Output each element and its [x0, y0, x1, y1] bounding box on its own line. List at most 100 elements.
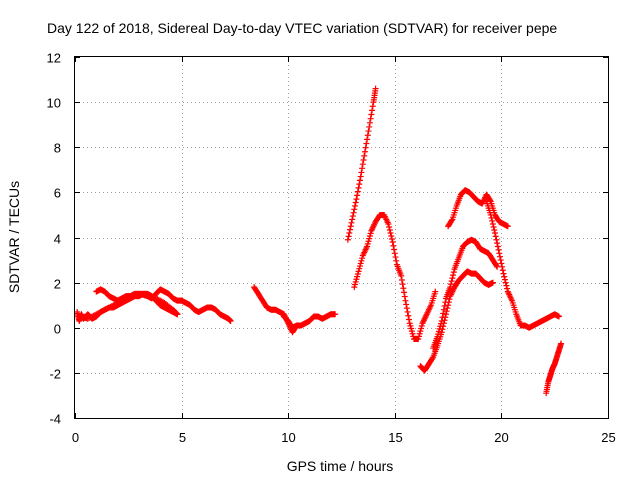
data-point-marker: [364, 243, 371, 250]
data-point-marker: [555, 313, 562, 320]
y-tick-label: 2: [54, 277, 61, 292]
data-point-marker: [500, 270, 507, 277]
data-point-marker: [353, 276, 360, 283]
data-point-marker: [356, 263, 363, 270]
x-tick-label: 15: [388, 430, 402, 445]
data-point-marker: [352, 199, 359, 206]
data-point-marker: [357, 173, 364, 180]
data-point-marker: [390, 242, 397, 249]
data-point-marker: [492, 229, 499, 236]
data-point-marker: [354, 273, 361, 280]
data-point-marker: [386, 223, 393, 230]
data-point-marker: [439, 314, 446, 321]
data-point-marker: [440, 310, 447, 317]
data-point-marker: [366, 232, 373, 239]
data-point-marker: [493, 236, 500, 243]
data-point-marker: [293, 322, 300, 329]
chart-title: Day 122 of 2018, Sidereal Day-to-day VTE…: [47, 20, 557, 36]
data-point-marker: [407, 322, 414, 329]
data-point-marker: [358, 257, 365, 264]
y-axis-label: SDTVAR / TECUs: [6, 181, 22, 293]
data-point-marker: [359, 161, 366, 168]
data-point-marker: [346, 229, 353, 236]
data-point-marker: [406, 316, 413, 323]
data-point-marker: [353, 196, 360, 203]
data-point-marker: [436, 325, 443, 332]
data-point-marker: [332, 311, 339, 318]
data-point-marker: [401, 289, 408, 296]
data-point-marker: [350, 209, 357, 216]
data-point-marker: [435, 331, 442, 338]
data-point-marker: [448, 217, 455, 224]
data-point-marker: [349, 213, 356, 220]
data-point-marker: [441, 317, 448, 324]
data-point-marker: [359, 255, 366, 262]
data-point-marker: [360, 157, 367, 164]
data-point-marker: [363, 140, 370, 147]
data-point-marker: [358, 169, 365, 176]
data-point-marker: [418, 322, 425, 329]
data-point-marker: [496, 253, 503, 260]
data-point-marker: [503, 282, 510, 289]
data-point-marker: [501, 273, 508, 280]
y-tick-label: 4: [54, 232, 61, 247]
data-point-marker: [357, 260, 364, 267]
data-point-marker: [417, 328, 424, 335]
data-point-marker: [391, 246, 398, 253]
data-point-marker: [442, 299, 449, 306]
data-point-marker: [418, 325, 425, 332]
x-tick-label: 25: [601, 430, 615, 445]
data-point-marker: [450, 272, 457, 279]
data-point-marker: [409, 330, 416, 337]
data-point-marker: [369, 107, 376, 114]
data-point-marker: [504, 285, 511, 292]
data-point-marker: [388, 236, 395, 243]
data-point-marker: [408, 325, 415, 332]
y-tick-label: 12: [47, 51, 61, 66]
data-point-marker: [356, 265, 363, 272]
data-point-marker: [173, 310, 180, 317]
data-point-marker: [504, 223, 511, 230]
data-point-marker: [492, 233, 499, 240]
y-tick-label: 10: [47, 96, 61, 111]
data-point-marker: [367, 115, 374, 122]
data-point-marker: [366, 235, 373, 242]
data-point-marker: [398, 276, 405, 283]
data-point-marker: [351, 284, 358, 291]
data-point-marker: [362, 144, 369, 151]
data-point-marker: [174, 311, 181, 318]
data-point-marker: [558, 340, 565, 347]
data-point-marker: [489, 217, 496, 224]
data-point-marker: [385, 220, 392, 227]
data-point-marker: [365, 238, 372, 245]
data-point-marker: [352, 278, 359, 285]
data-point-marker: [441, 302, 448, 309]
data-point-marker: [355, 268, 362, 275]
data-point-marker: [446, 296, 453, 303]
data-point-marker: [447, 281, 454, 288]
data-point-marker: [490, 223, 497, 230]
data-point-marker: [352, 281, 359, 288]
data-point-marker: [400, 285, 407, 292]
data-point-marker: [347, 226, 354, 233]
data-point-marker: [392, 254, 399, 261]
data-point-marker: [388, 232, 395, 239]
x-ticks: 0 5 10 15 20 25: [72, 57, 616, 445]
data-point-marker: [351, 206, 358, 213]
data-point-marker: [416, 330, 423, 337]
data-point-marker: [364, 136, 371, 143]
data-point-marker: [349, 216, 356, 223]
data-point-marker: [496, 250, 503, 257]
data-point-marker: [399, 281, 406, 288]
y-tick-label: 0: [54, 322, 61, 337]
data-point-marker: [437, 323, 444, 330]
data-point-marker: [344, 236, 351, 243]
data-point-marker: [345, 233, 352, 240]
data-point-marker: [369, 103, 376, 110]
data-point-marker: [491, 226, 498, 233]
data-point-marker: [393, 257, 400, 264]
data-point-marker: [438, 317, 445, 324]
data-point-marker: [391, 250, 398, 257]
data-point-marker: [435, 328, 442, 335]
data-point-marker: [498, 260, 505, 267]
